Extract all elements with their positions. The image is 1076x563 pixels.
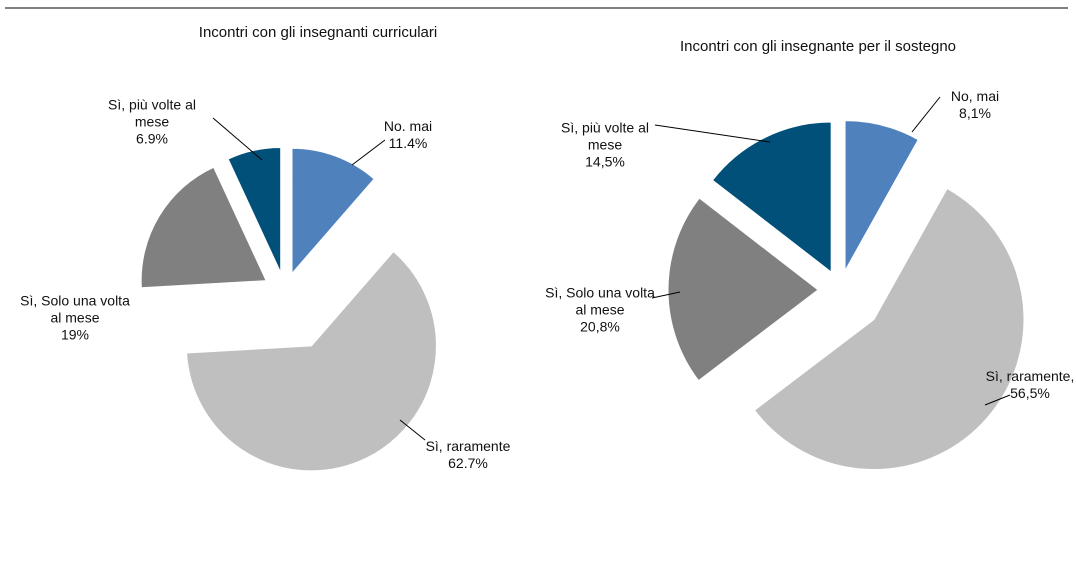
slice-label: Sì, più volte al mese 6.9% bbox=[96, 97, 208, 148]
category-label: No, mai bbox=[950, 88, 1000, 104]
pie-slice bbox=[753, 187, 1025, 470]
leader-line bbox=[212, 117, 263, 161]
value-label: 14,5% bbox=[585, 153, 625, 170]
category-label: Sì, più volte al mese bbox=[561, 119, 649, 153]
leader-line bbox=[911, 96, 941, 133]
slice-label: No, mai 8,1% bbox=[919, 88, 1031, 122]
value-label: 11.4% bbox=[388, 135, 428, 151]
value-label: 19% bbox=[60, 326, 90, 343]
leader-line bbox=[651, 291, 681, 299]
slice-label: Sì, raramente, 56,5% bbox=[974, 368, 1076, 402]
leader-line bbox=[399, 419, 426, 441]
value-label: 6.9% bbox=[136, 130, 168, 147]
leader-line bbox=[654, 124, 771, 143]
slice-label: No. mai 11.4% bbox=[352, 118, 464, 152]
category-label: Sì, raramente bbox=[425, 438, 511, 454]
pie-slice bbox=[186, 250, 437, 472]
category-label: No. mai bbox=[383, 118, 433, 134]
value-label: 56,5% bbox=[1010, 385, 1050, 401]
chart-title: Incontri con gli insegnante per il soste… bbox=[679, 38, 957, 55]
pie-slice bbox=[291, 147, 375, 275]
pie-slice bbox=[140, 166, 267, 289]
pie-slice bbox=[711, 121, 832, 274]
slice-label: Sì, più volte al mese 14,5% bbox=[549, 120, 661, 171]
pie-slice bbox=[844, 120, 919, 273]
category-label: Sì, Solo una volta al mese bbox=[20, 292, 130, 326]
leader-line bbox=[351, 139, 386, 166]
leader-line bbox=[984, 394, 1011, 406]
pie-slice bbox=[667, 197, 819, 382]
category-label: Sì, Solo una volta al mese bbox=[545, 284, 655, 318]
value-label: 8,1% bbox=[959, 105, 991, 121]
value-label: 62.7% bbox=[448, 455, 488, 471]
slice-label: Sì, raramente 62.7% bbox=[412, 438, 524, 472]
category-label: Sì, raramente, bbox=[985, 368, 1075, 384]
category-label: Sì, più volte al mese bbox=[108, 96, 196, 130]
slice-label: Sì, Solo una volta al mese 19% bbox=[19, 293, 131, 344]
chart-title: Incontri con gli insegnanti curriculari bbox=[198, 24, 438, 41]
value-label: 20,8% bbox=[580, 318, 620, 335]
slice-label: Sì, Solo una volta al mese 20,8% bbox=[544, 285, 656, 336]
pie-slice bbox=[227, 146, 282, 273]
